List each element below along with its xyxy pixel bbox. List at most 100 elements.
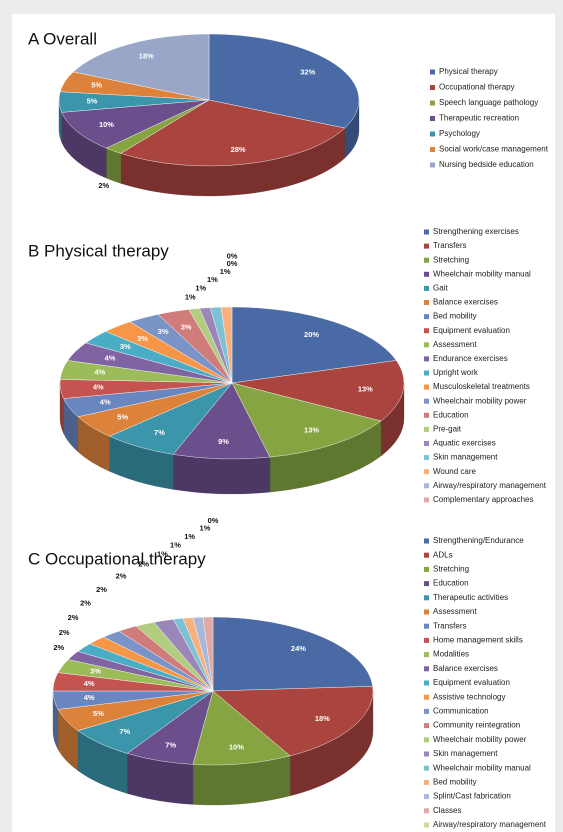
legend-swatch [424,426,429,432]
chart-title: A Overall [28,29,97,48]
data-label: 18% [139,52,154,61]
data-label: 18% [315,714,330,723]
legend-swatch [424,243,429,249]
legend-swatch [430,85,435,90]
legend-label: ADLs [433,550,453,559]
legend-swatch [424,765,429,771]
legend-label: Education [433,410,469,419]
data-label: 0% [227,251,238,260]
legend-swatch [424,581,429,587]
data-label: 1% [157,549,168,558]
slice [61,99,210,149]
data-label: 7% [154,428,165,437]
legend-label: Modalities [433,650,469,659]
data-label: 4% [93,383,104,392]
legend-swatch [424,384,429,390]
legend-swatch [424,666,429,672]
legend-swatch [424,538,429,544]
data-label: 2% [98,181,109,190]
slice [208,33,360,129]
legend-label: Wheelchair mobility power [433,735,527,744]
data-label: 9% [218,437,229,446]
data-label: 2% [138,559,149,568]
legend-label: Wheelchair mobility power [433,396,527,405]
legend-label: Stretching [433,565,469,574]
legend-label: Wheelchair mobility manual [433,269,531,278]
legend-swatch [424,469,429,475]
legend-label: Therapeutic activities [433,593,508,602]
data-label: 10% [99,120,114,129]
legend-label: Home management skills [433,636,523,645]
data-label: 1% [170,540,181,549]
legend-swatch [424,370,429,376]
slice [172,382,271,460]
legend-label: Equipment evaluation [433,678,510,687]
legend-label: Classes [433,806,461,815]
legend-swatch [424,566,429,572]
legend-label: Transfers [433,241,467,250]
legend-label: Wound care [433,467,477,476]
legend-label: Complementary approaches [433,495,534,504]
legend-swatch [424,314,429,320]
legend-swatch [424,637,429,643]
data-label: 2% [59,628,70,637]
legend-label: Bed mobility [433,312,477,321]
legend-label: Community reintegration [433,721,520,730]
legend-swatch [424,455,429,461]
data-label: 0% [227,259,238,268]
data-label: 4% [94,368,105,377]
legend-label: Occupational therapy [439,83,515,92]
data-label: 20% [304,330,319,339]
legend-label: Skin management [433,749,498,758]
legend-swatch [430,162,435,168]
legend-label: Social work/case management [439,145,549,154]
slice [202,616,214,692]
legend-label: Therapeutic recreation [439,114,519,123]
legend-swatch [424,497,429,503]
legend-swatch [424,609,429,615]
data-label: 7% [119,727,130,736]
legend-label: Strengthening/Endurance [433,536,524,545]
data-label: 4% [84,693,95,702]
slice [231,360,405,422]
legend-label: Communication [433,707,489,716]
data-label: 13% [358,385,373,394]
data-label: 2% [53,643,64,652]
data-label: 5% [87,97,98,106]
legend-label: Nursing bedside education [439,160,534,169]
data-label: 3% [120,342,131,351]
legend-swatch [424,412,429,418]
data-label: 5% [91,81,102,90]
legend-swatch [424,694,429,700]
legend-label: Skin management [433,453,498,462]
chart-title: C Occupational therapy [28,549,206,568]
legend-label: Musculoskeletal treatments [433,382,530,391]
slice [212,616,373,692]
data-label: 3% [137,334,148,343]
legend-swatch [424,229,429,235]
data-label: 1% [184,532,195,541]
legend-swatch [424,779,429,785]
legend-swatch [430,131,435,137]
legend-label: Balance exercises [433,298,498,307]
legend-label: Airway/respiratory management [433,820,547,829]
data-label: 13% [304,426,319,435]
legend-label: Endurance exercises [433,354,508,363]
legend-swatch [430,147,435,152]
legend-label: Psychology [439,129,480,138]
data-label: 1% [207,275,218,284]
legend-label: Gait [433,284,448,293]
legend-swatch [424,356,429,362]
data-label: 5% [117,412,128,421]
data-label: 24% [291,644,306,653]
data-label: 1% [220,267,231,276]
data-label: 5% [93,709,104,718]
legend-label: Assistive technology [433,692,505,701]
slice [120,99,346,167]
legend-swatch [424,595,429,601]
legend-swatch [424,285,429,291]
legend-swatch [424,737,429,743]
chart-title: B Physical therapy [28,241,169,260]
slice [192,690,291,766]
legend-swatch [424,822,429,828]
